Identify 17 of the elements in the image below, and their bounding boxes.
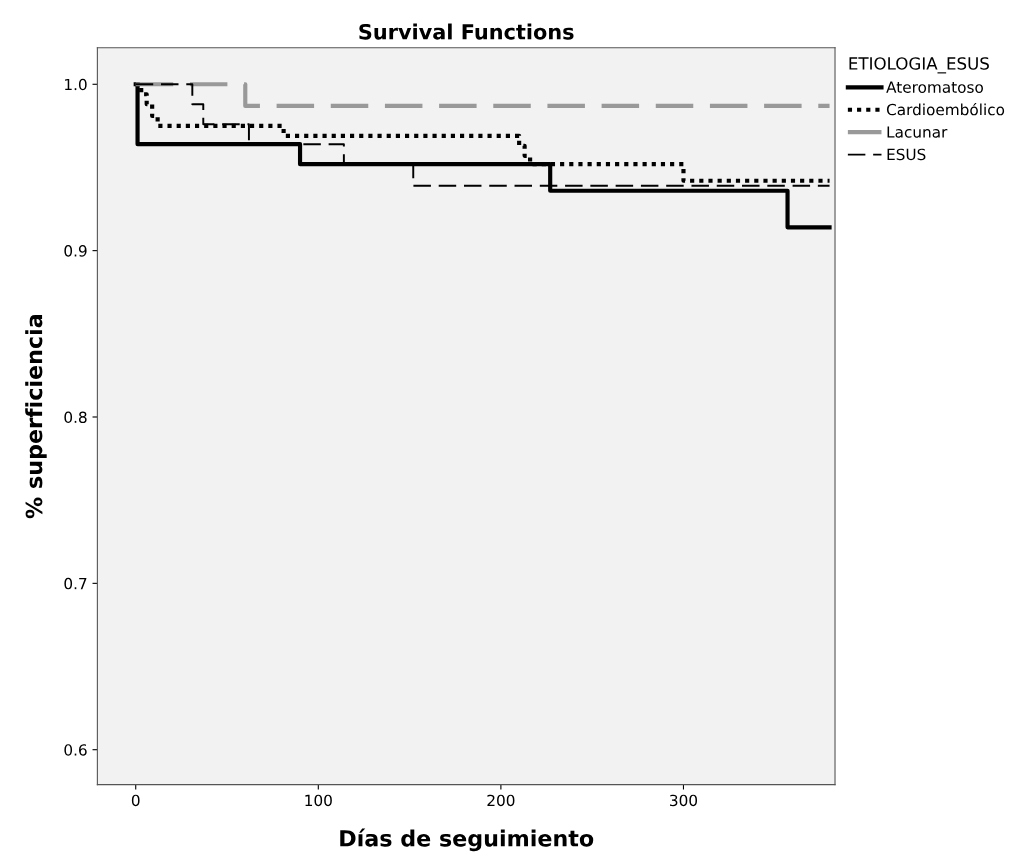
y-tick-label: 0.7 [64, 577, 87, 590]
chart-title: Survival Functions [359, 23, 574, 40]
x-tick-label: 100 [305, 794, 332, 807]
legend-title: ETIOLOGIA_ESUS [849, 57, 989, 74]
legend-label: Cardioembólico [886, 102, 1005, 116]
y-tick-label: 0.6 [64, 744, 87, 756]
legend-label: Ateromatoso [886, 81, 983, 93]
y-tick-label: 0.9 [64, 245, 87, 257]
x-tick-label: 300 [670, 794, 698, 807]
x-tick-label: 0 [131, 794, 140, 807]
legend-label: ESUS [887, 148, 926, 161]
y-tick-label: 1.0 [65, 78, 87, 91]
legend-label: Lacunar [887, 126, 948, 138]
x-axis-title: Días de seguimiento [340, 828, 594, 852]
y-axis-title: % superficiencia [25, 315, 47, 519]
x-tick-label: 200 [487, 794, 515, 807]
y-tick-label: 0.8 [64, 411, 87, 424]
